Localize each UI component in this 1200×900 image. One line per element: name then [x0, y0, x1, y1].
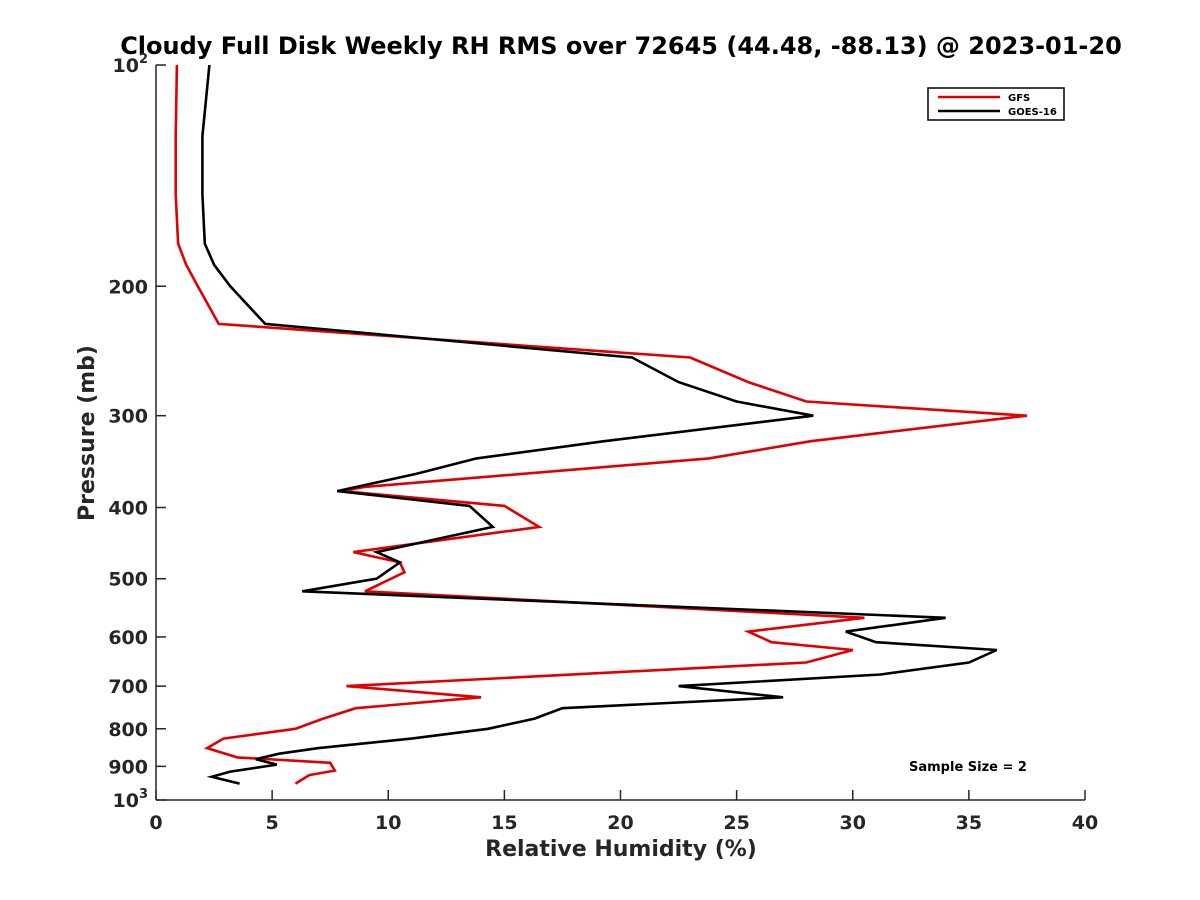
legend-box [927, 87, 1065, 121]
x-tick-label: 15 [491, 812, 517, 834]
y-tick-label: 900 [108, 756, 148, 778]
legend-label-goes-16: GOES-16 [1008, 107, 1057, 118]
series-line-gfs [174, 64, 1028, 785]
y-tick-label: 600 [108, 627, 148, 649]
y-tick-label: 102 [113, 52, 149, 77]
y-tick-label: 700 [108, 676, 148, 698]
y-axis-label: Pressure (mb) [75, 345, 100, 521]
x-tick-label: 5 [266, 812, 279, 834]
x-tick-label: 35 [956, 812, 982, 834]
y-tick-label: 103 [113, 787, 149, 812]
plot-area [174, 64, 1028, 785]
y-tick-label: 200 [108, 276, 148, 298]
x-tick-label: 40 [1072, 812, 1098, 834]
legend-label-gfs: GFS [1008, 93, 1030, 104]
y-tick-label: 400 [108, 498, 148, 520]
x-tick-label: 30 [840, 812, 866, 834]
chart-title: Cloudy Full Disk Weekly RH RMS over 7264… [120, 32, 1122, 60]
y-tick-label: 500 [108, 569, 148, 591]
x-tick-label: 25 [723, 812, 749, 834]
x-tick-label: 0 [149, 812, 162, 834]
legend: GFS GOES-16 [927, 87, 1065, 121]
x-axis-label: Relative Humidity (%) [485, 837, 757, 862]
y-tick-label: 300 [108, 406, 148, 428]
sample-size-annotation: Sample Size = 2 [909, 760, 1027, 775]
x-tick-label: 20 [607, 812, 633, 834]
x-tick-label: 10 [375, 812, 401, 834]
y-tick-label: 800 [108, 719, 148, 741]
axes: 0 5 10 15 20 25 30 35 40 102 200 300 400 500 600 700 800… [108, 52, 1098, 834]
series-line-goes-16 [201, 64, 998, 785]
